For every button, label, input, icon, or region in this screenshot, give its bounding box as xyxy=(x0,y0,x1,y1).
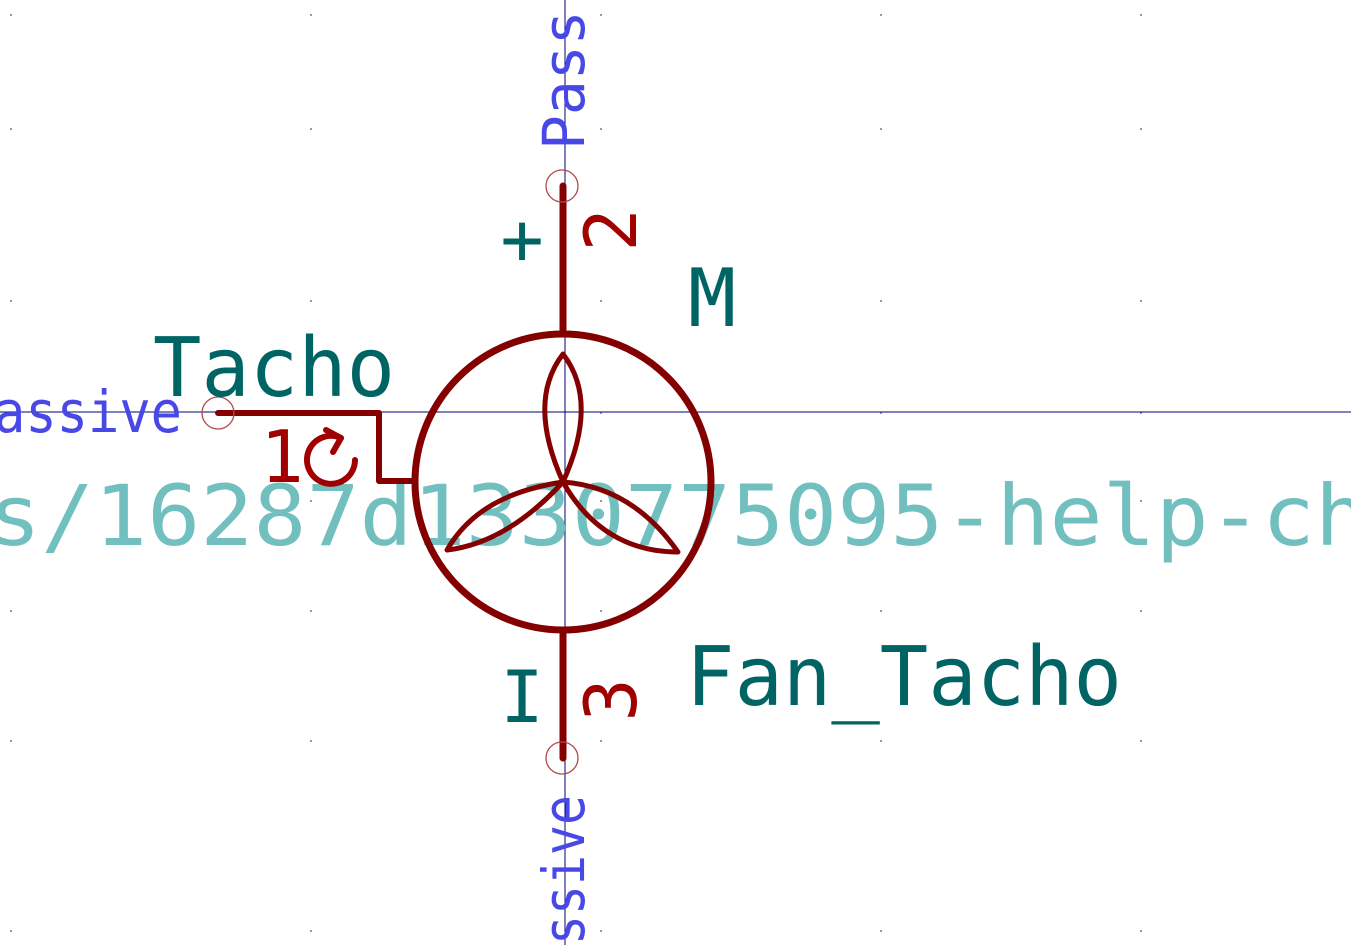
pin-2-type: Pass xyxy=(530,10,598,150)
grid-dot xyxy=(310,128,312,130)
grid-dot xyxy=(880,930,882,932)
grid-dot xyxy=(1140,740,1142,742)
grid-dot xyxy=(600,500,602,502)
grid-dots xyxy=(10,14,1142,932)
grid-dot xyxy=(880,128,882,130)
grid-dot xyxy=(880,300,882,302)
grid-dot xyxy=(10,14,12,16)
rotation-arrow-icon xyxy=(304,427,358,487)
grid-dot xyxy=(310,740,312,742)
pin-2-connection-icon[interactable] xyxy=(545,169,579,203)
pin-connection-markers xyxy=(201,169,579,775)
grid-dot xyxy=(600,740,602,742)
fan-blades-icon xyxy=(444,351,681,555)
pin-1-connection-icon[interactable] xyxy=(201,396,235,430)
grid-dot xyxy=(600,930,602,932)
pin-1-name: Tacho xyxy=(153,321,395,416)
fan-symbol-body[interactable] xyxy=(215,182,715,762)
grid-dot xyxy=(1140,930,1142,932)
value-field[interactable]: Fan_Tacho xyxy=(686,630,1122,725)
grid-dot xyxy=(310,610,312,612)
grid-dot xyxy=(10,740,12,742)
grid-dot xyxy=(880,740,882,742)
grid-dot xyxy=(600,14,602,16)
reference-field[interactable]: M xyxy=(688,252,736,345)
grid-dot xyxy=(880,412,882,414)
pin-3-number: 3 xyxy=(569,678,653,721)
grid-dot xyxy=(310,300,312,302)
grid-dot xyxy=(10,412,12,414)
pin-1-line[interactable] xyxy=(215,410,418,484)
grid-dot xyxy=(880,14,882,16)
grid-dot xyxy=(1140,300,1142,302)
grid-dot xyxy=(310,500,312,502)
grid-dot xyxy=(10,500,12,502)
pin-3-name: I xyxy=(500,655,543,739)
grid-dot xyxy=(10,610,12,612)
grid-dot xyxy=(1140,128,1142,130)
grid-dot xyxy=(310,930,312,932)
grid-dot xyxy=(310,14,312,16)
pin-3-type: ssive xyxy=(530,795,598,945)
grid-dot xyxy=(880,500,882,502)
grid-dot xyxy=(880,610,882,612)
grid-dot xyxy=(600,128,602,130)
grid-dot xyxy=(10,930,12,932)
pin-3-connection-icon[interactable] xyxy=(545,741,579,775)
grid-dot xyxy=(1140,14,1142,16)
pin-1-number: 1 xyxy=(260,415,303,499)
grid-dot xyxy=(10,300,12,302)
pin-1-type: assive xyxy=(0,378,182,446)
pin-2-number: 2 xyxy=(569,208,653,251)
grid-dot xyxy=(600,300,602,302)
pin-2-name: + xyxy=(500,197,543,281)
grid-dot xyxy=(600,610,602,612)
grid-dot xyxy=(1140,412,1142,414)
grid-dot xyxy=(1140,500,1142,502)
grid-dot xyxy=(1140,610,1142,612)
grid-dot xyxy=(600,412,602,414)
grid-dot xyxy=(10,128,12,130)
